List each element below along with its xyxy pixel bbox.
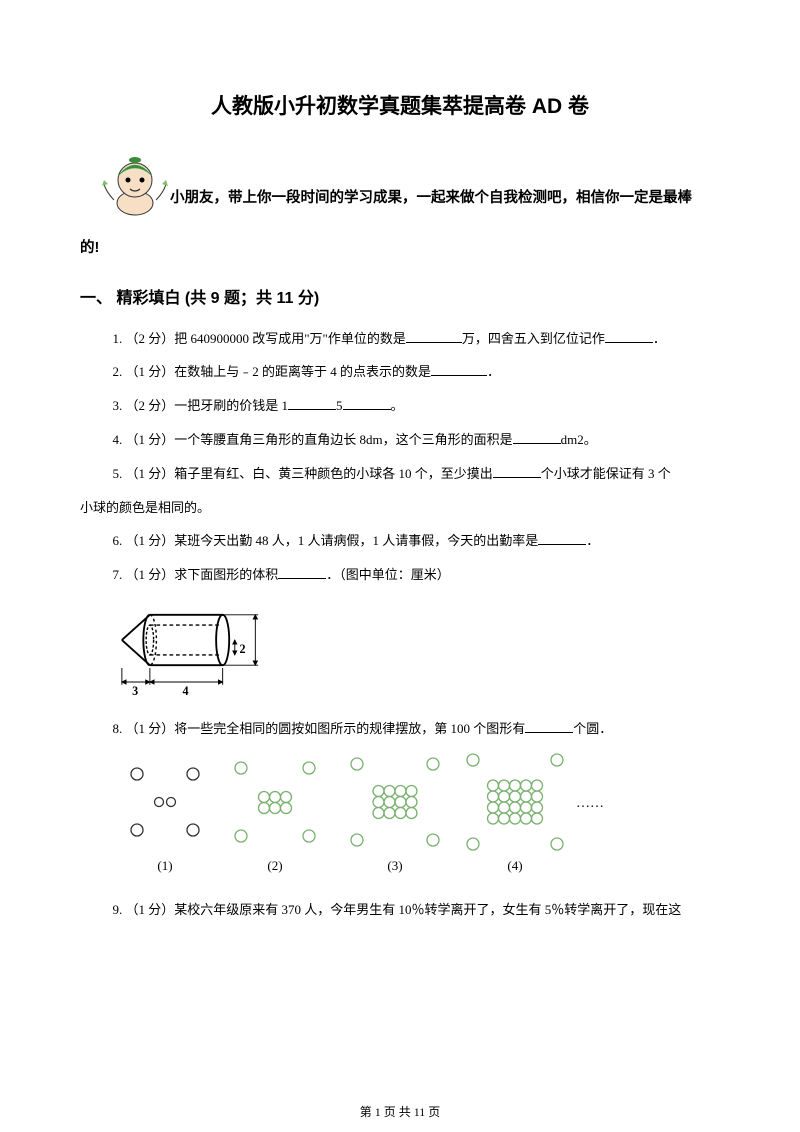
- figure-8-diagram: (1) (2) (3) (4) ……: [120, 752, 620, 882]
- question-3: 3. （2 分）一把牙刷的价钱是 15。: [80, 389, 720, 423]
- svg-text:(3): (3): [387, 858, 402, 873]
- svg-text:(2): (2): [267, 858, 282, 873]
- blank[interactable]: [538, 532, 586, 545]
- blank[interactable]: [406, 330, 462, 343]
- svg-text:3: 3: [132, 684, 138, 698]
- page-footer: 第 1 页 共 11 页: [0, 1103, 800, 1120]
- q8-text-b: 个圆．: [573, 721, 612, 736]
- question-5-cont: 小球的颜色是相同的。: [80, 491, 720, 525]
- svg-text:2: 2: [239, 642, 245, 656]
- question-5: 5. （1 分）箱子里有红、白、黄三种颜色的小球各 10 个，至少摸出 个小球才能…: [80, 457, 720, 491]
- svg-text:……: ……: [576, 796, 604, 811]
- q5-text-b: 个小球才能保证有 3 个: [541, 466, 671, 481]
- blank[interactable]: [431, 363, 487, 376]
- intro-text-1: 小朋友，带上你一段时间的学习成果，一起来做个自我检测吧，相信你一定是最棒: [170, 180, 692, 218]
- q1-text-c: ．: [653, 331, 666, 346]
- q4-text-b: dm2。: [561, 432, 597, 447]
- question-9: 9. （1 分）某校六年级原来有 370 人，今年男生有 10％转学离开了，女生…: [80, 893, 720, 927]
- question-2: 2. （1 分）在数轴上与﹣2 的距离等于 4 的点表示的数是 ．: [80, 355, 720, 389]
- figure-7-diagram: 2434: [120, 598, 260, 701]
- q3-text-c: 。: [391, 398, 404, 413]
- q6-text-b: ．: [586, 533, 599, 548]
- question-8: 8. （1 分）将一些完全相同的圆按如图所示的规律摆放，第 100 个图形有 个圆…: [80, 712, 720, 746]
- intro-text-2: 的!: [80, 230, 720, 268]
- blank[interactable]: [288, 397, 336, 410]
- q1-text-b: 万，四舍五入到亿位记作: [462, 331, 605, 346]
- page-title: 人教版小升初数学真题集萃提高卷 AD 卷: [80, 90, 720, 120]
- question-7: 7. （1 分）求下面图形的体积 ．（图中单位：厘米）: [80, 558, 720, 592]
- question-1: 1. （2 分）把 640900000 改写成用"万"作单位的数是 万，四舍五入到…: [80, 322, 720, 356]
- q3-text-a: 3. （2 分）一把牙刷的价钱是 1: [113, 398, 289, 413]
- q2-text-a: 2. （1 分）在数轴上与﹣2 的距离等于 4 的点表示的数是: [113, 364, 432, 379]
- blank[interactable]: [525, 720, 573, 733]
- blank[interactable]: [513, 431, 561, 444]
- q7-text-a: 7. （1 分）求下面图形的体积: [113, 567, 279, 582]
- blank[interactable]: [605, 330, 653, 343]
- q6-text-a: 6. （1 分）某班今天出勤 48 人，1 人请病假，1 人请事假，今天的出勤率…: [113, 533, 539, 548]
- svg-text:(4): (4): [507, 858, 522, 873]
- q1-text-a: 1. （2 分）把 640900000 改写成用"万"作单位的数是: [113, 331, 406, 346]
- q9-text-a: 9. （1 分）某校六年级原来有 370 人，今年男生有 10％转学离开了，女生…: [113, 902, 682, 917]
- svg-text:4: 4: [183, 684, 189, 698]
- section-heading: 一、 精彩填白 (共 9 题；共 11 分): [80, 284, 720, 308]
- q5-text-a: 5. （1 分）箱子里有红、白、黄三种颜色的小球各 10 个，至少摸出: [113, 466, 493, 481]
- q4-text-a: 4. （1 分）一个等腰直角三角形的直角边长 8dm，这个三角形的面积是: [113, 432, 513, 447]
- q2-text-b: ．: [487, 364, 500, 379]
- blank[interactable]: [343, 397, 391, 410]
- blank[interactable]: [493, 465, 541, 478]
- question-4: 4. （1 分）一个等腰直角三角形的直角边长 8dm，这个三角形的面积是 dm2。: [80, 423, 720, 457]
- q7-text-b: ．（图中单位：厘米）: [326, 567, 450, 582]
- q8-text-a: 8. （1 分）将一些完全相同的圆按如图所示的规律摆放，第 100 个图形有: [113, 721, 526, 736]
- question-6: 6. （1 分）某班今天出勤 48 人，1 人请病假，1 人请事假，今天的出勤率…: [80, 524, 720, 558]
- blank[interactable]: [278, 566, 326, 579]
- cartoon-icon: [100, 148, 170, 218]
- svg-text:(1): (1): [157, 858, 172, 873]
